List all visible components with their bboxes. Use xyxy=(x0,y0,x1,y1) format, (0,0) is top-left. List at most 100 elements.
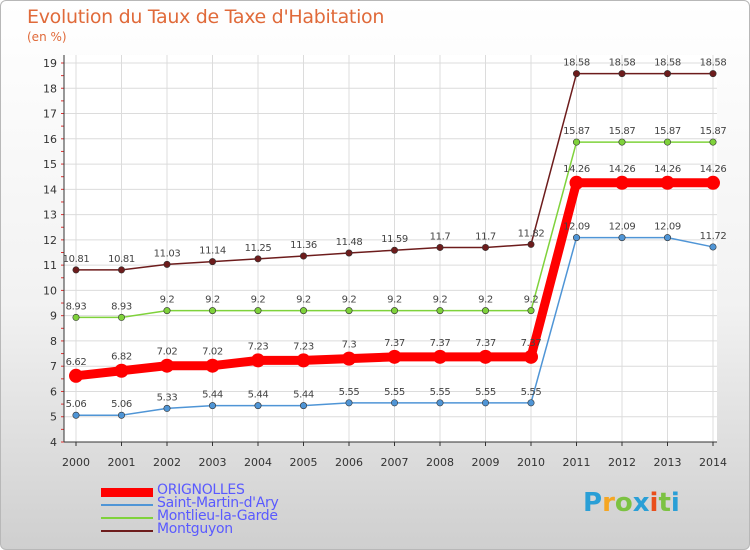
data-label: 7.37 xyxy=(475,338,496,349)
data-label: 5.55 xyxy=(475,387,496,398)
data-point xyxy=(209,402,217,410)
data-point xyxy=(436,307,444,315)
data-point xyxy=(296,353,311,368)
data-point xyxy=(618,70,626,78)
data-point xyxy=(251,353,265,368)
data-point xyxy=(345,399,353,407)
data-label: 14.26 xyxy=(563,164,590,175)
data-point xyxy=(618,138,626,146)
data-label: 9.2 xyxy=(524,295,539,306)
data-label: 12.09 xyxy=(563,222,590,233)
data-label: 12.09 xyxy=(654,222,681,233)
data-point xyxy=(254,255,262,263)
data-label: 7.37 xyxy=(430,338,451,349)
data-label: 7.23 xyxy=(248,341,269,352)
y-tick-label: 9 xyxy=(50,310,57,323)
x-tick-label: 2002 xyxy=(153,456,181,469)
data-label: 5.44 xyxy=(248,390,269,401)
data-label: 15.87 xyxy=(563,126,590,137)
data-point xyxy=(163,404,171,412)
data-label: 11.36 xyxy=(290,240,317,251)
data-point xyxy=(660,175,675,190)
data-point xyxy=(481,399,489,407)
x-tick-label: 2006 xyxy=(335,456,363,469)
data-point xyxy=(663,138,671,146)
x-tick-label: 2014 xyxy=(699,456,727,469)
data-point xyxy=(433,349,447,364)
data-point xyxy=(299,402,307,410)
data-label: 18.58 xyxy=(654,58,681,69)
data-label: 14.26 xyxy=(700,164,727,175)
legend-label: Montlieu-la-Garde xyxy=(157,508,278,524)
legend-swatch xyxy=(101,504,153,506)
data-label: 11.7 xyxy=(475,231,496,242)
legend-swatch xyxy=(101,530,153,532)
data-point xyxy=(118,411,126,419)
data-point xyxy=(387,349,402,364)
data-label: 5.06 xyxy=(66,399,87,410)
data-point xyxy=(69,368,83,383)
data-label: 9.2 xyxy=(296,295,311,306)
series-orignolles xyxy=(69,175,720,383)
x-tick-label: 2011 xyxy=(563,456,591,469)
x-tick-label: 2007 xyxy=(381,456,409,469)
y-tick-label: 18 xyxy=(43,82,57,95)
data-label: 9.2 xyxy=(205,295,220,306)
unit-label: (en %) xyxy=(27,30,67,44)
data-point xyxy=(163,307,171,315)
data-label: 5.55 xyxy=(521,387,542,398)
data-point xyxy=(478,349,493,364)
data-label: 7.02 xyxy=(157,347,178,358)
x-tick-label: 2000 xyxy=(62,456,90,469)
y-tick-label: 16 xyxy=(43,133,57,146)
data-point xyxy=(572,234,580,242)
data-point xyxy=(436,243,444,251)
plot-area xyxy=(64,55,717,442)
series-montlieu-la-garde xyxy=(72,138,717,321)
legend-label: Saint-Martin-d'Ary xyxy=(157,495,279,511)
data-label: 9.2 xyxy=(342,295,357,306)
data-label: 9.2 xyxy=(478,295,493,306)
data-point xyxy=(481,243,489,251)
x-tick-label: 2012 xyxy=(608,456,636,469)
y-tick-label: 7 xyxy=(50,360,57,373)
x-tick-label: 2010 xyxy=(517,456,545,469)
data-label: 14.26 xyxy=(609,164,636,175)
data-label: 7.3 xyxy=(342,340,357,351)
logo-letter: i xyxy=(670,488,680,518)
data-point xyxy=(118,266,126,274)
data-label: 7.23 xyxy=(293,341,314,352)
data-label: 12.09 xyxy=(609,222,636,233)
data-label: 14.26 xyxy=(654,164,681,175)
data-point xyxy=(663,70,671,78)
data-point xyxy=(114,363,129,378)
y-tick-label: 14 xyxy=(43,183,57,196)
data-label: 8.93 xyxy=(66,301,87,312)
data-point xyxy=(390,399,398,407)
data-label: 7.02 xyxy=(202,347,223,358)
data-label: 10.81 xyxy=(63,254,90,265)
y-tick-label: 17 xyxy=(43,108,57,121)
data-point xyxy=(569,175,584,190)
data-label: 6.82 xyxy=(111,352,132,363)
data-label: 5.55 xyxy=(430,387,451,398)
data-label: 5.44 xyxy=(293,390,314,401)
data-label: 5.06 xyxy=(111,399,132,410)
y-tick-label: 8 xyxy=(50,335,57,348)
y-tick-label: 10 xyxy=(43,284,57,297)
data-label: 11.25 xyxy=(245,243,272,254)
data-label: 11.48 xyxy=(336,237,363,248)
data-label: 9.2 xyxy=(433,295,448,306)
data-point xyxy=(709,243,717,251)
series-montguyon xyxy=(72,70,717,274)
data-point xyxy=(209,307,217,315)
logo-letter: i xyxy=(649,488,659,518)
y-tick-label: 13 xyxy=(43,209,57,222)
legend-swatch xyxy=(101,488,153,497)
data-point xyxy=(390,307,398,315)
x-tick-label: 2001 xyxy=(108,456,136,469)
data-label: 18.58 xyxy=(563,58,590,69)
data-label: 11.82 xyxy=(518,228,545,239)
y-tick-label: 4 xyxy=(50,436,57,449)
